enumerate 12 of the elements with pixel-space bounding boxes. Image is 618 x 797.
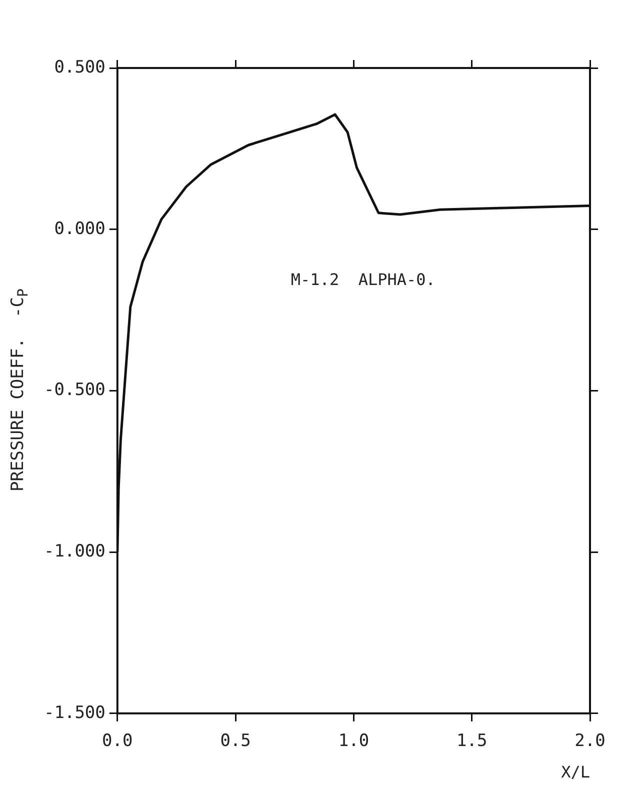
x-tick-label: 2.0	[574, 731, 606, 752]
y-tick-label: -1.500	[44, 702, 106, 723]
x-tick-label: 0.0	[102, 731, 133, 752]
x-tick-label: 1.0	[338, 731, 370, 752]
annotation: M-1.2 ALPHA-0.	[290, 270, 436, 290]
y-tick-label: 0.500	[54, 57, 106, 78]
x-tick-label: 0.5	[220, 731, 251, 752]
x-axis-title: X/L	[561, 762, 590, 782]
x-tick-label: 1.5	[456, 731, 488, 752]
y-tick-label: -0.500	[44, 380, 106, 400]
y-tick-label: -1.000	[44, 541, 106, 562]
y-tick-label: 0.000	[54, 218, 106, 239]
